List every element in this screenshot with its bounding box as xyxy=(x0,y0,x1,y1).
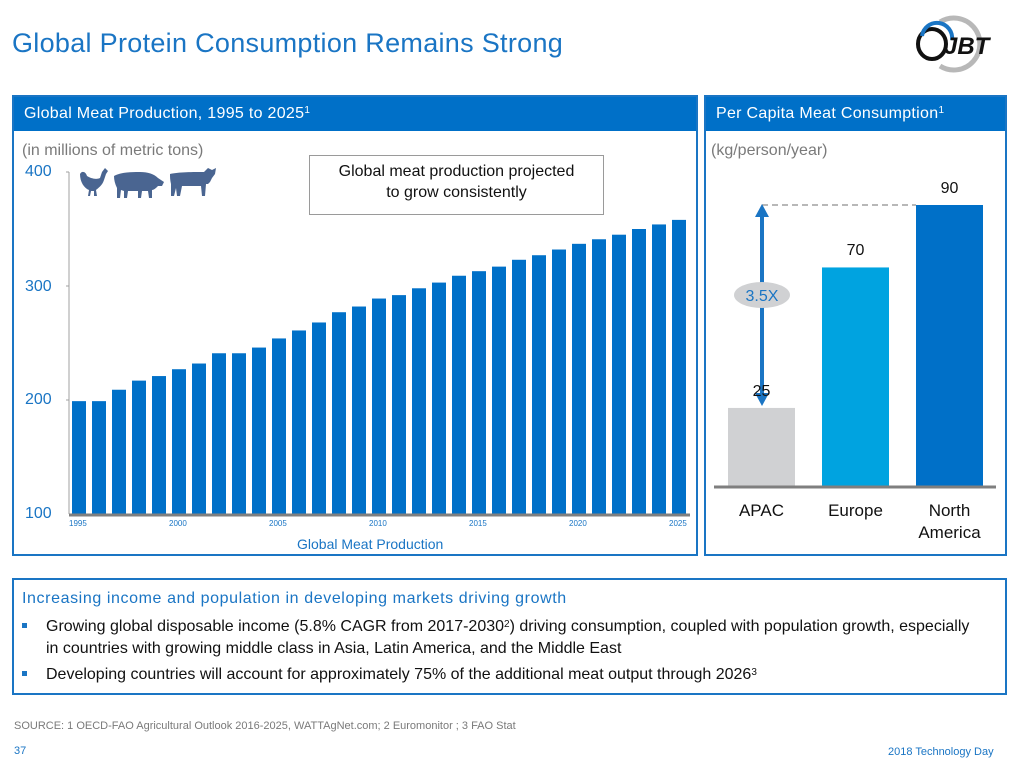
panel-header: Global Meat Production, 1995 to 20251 xyxy=(14,97,696,131)
bullet-text-part: Growing global disposable income (5.8% C… xyxy=(46,618,505,635)
logo-black-ring xyxy=(916,27,948,61)
bullet-text-part: ) driving consumption, coupled with popu… xyxy=(46,618,970,657)
category-label: APAC xyxy=(713,500,810,522)
growth-drivers-title: Increasing income and population in deve… xyxy=(22,590,567,607)
logo-text: JBT xyxy=(944,33,992,60)
jbt-logo: JBT xyxy=(916,15,992,73)
callout-line-1: Global meat production projected xyxy=(338,163,575,180)
bullet-item: Developing countries will account for ap… xyxy=(22,664,982,686)
logo-gray-arc xyxy=(938,15,983,73)
cow-icon xyxy=(170,168,216,196)
value-label: 25 xyxy=(752,382,771,400)
bullet-text: Developing countries will account for ap… xyxy=(22,664,982,686)
x-tick-label: 2000 xyxy=(169,519,187,528)
category-label-line: Europe xyxy=(828,501,883,520)
bullet-text: Growing global disposable income (5.8% C… xyxy=(22,616,982,660)
footnote-marker: 1 xyxy=(938,105,945,116)
value-label: 70 xyxy=(846,242,865,260)
page-title: Global Protein Consumption Remains Stron… xyxy=(12,28,564,58)
x-tick-label: 2010 xyxy=(369,519,387,528)
x-tick-label: 1995 xyxy=(69,519,87,528)
footnote-marker: 1 xyxy=(304,105,311,116)
event-name: 2018 Technology Day xyxy=(888,746,994,758)
category-label: North America xyxy=(901,500,998,544)
x-tick-label: 2020 xyxy=(569,519,587,528)
bullet-text-part: Developing countries will account for ap… xyxy=(46,666,752,683)
growth-callout: Global meat production projected to grow… xyxy=(309,155,604,215)
unit-label: (kg/person/year) xyxy=(711,142,828,159)
x-axis-label: Global Meat Production xyxy=(297,536,444,552)
logo-blue-arc xyxy=(920,20,955,41)
y-tick-label: 200 xyxy=(25,391,52,408)
bullet-item: Growing global disposable income (5.8% C… xyxy=(22,616,982,660)
bullet-marker xyxy=(22,623,27,628)
panel-header: Per Capita Meat Consumption1 xyxy=(706,97,1005,131)
x-tick-label: 2005 xyxy=(269,519,287,528)
y-tick-label: 400 xyxy=(25,163,52,180)
category-label: Europe xyxy=(807,500,904,522)
value-label: 90 xyxy=(940,180,959,197)
source-footnote: SOURCE: 1 OECD-FAO Agricultural Outlook … xyxy=(14,720,516,732)
category-label-line: North xyxy=(928,501,971,520)
y-tick-label: 300 xyxy=(25,278,52,295)
unit-label: (in millions of metric tons) xyxy=(22,142,204,159)
chicken-icon xyxy=(80,168,108,196)
panel-header-text: Global Meat Production, 1995 to 2025 xyxy=(24,105,305,122)
x-tick-label: 2025 xyxy=(669,519,687,528)
footnote-marker: 2 xyxy=(504,619,510,630)
per-capita-consumption-panel: Per Capita Meat Consumption1 xyxy=(704,95,1007,556)
growth-drivers-panel xyxy=(12,578,1007,695)
callout-line-2: to grow consistently xyxy=(386,184,527,201)
bullet-marker xyxy=(22,671,27,676)
footnote-marker: 3 xyxy=(751,667,757,678)
y-tick-label: 100 xyxy=(25,505,52,522)
pig-icon xyxy=(114,172,164,198)
x-tick-label: 2015 xyxy=(469,519,487,528)
panel-header-text: Per Capita Meat Consumption xyxy=(716,105,939,122)
category-label-line: America xyxy=(918,523,981,542)
page-number: 37 xyxy=(14,745,27,757)
category-label-line: APAC xyxy=(738,501,785,520)
